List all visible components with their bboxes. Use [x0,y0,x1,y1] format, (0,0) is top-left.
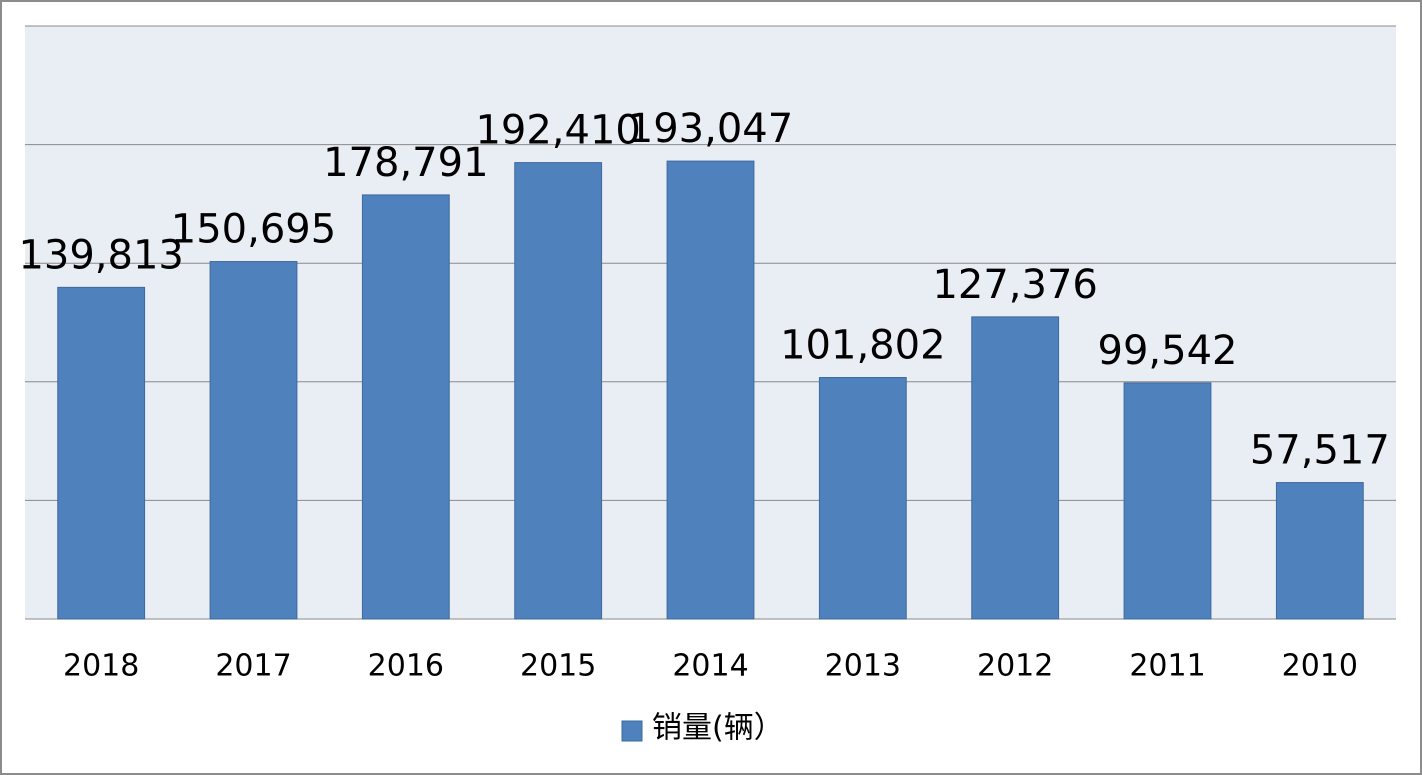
value-label: 127,376 [932,262,1097,308]
bar [361,194,450,620]
x-tick-label: 2016 [368,649,444,684]
bar [57,286,146,620]
x-tick-label: 2013 [825,649,901,684]
value-label: 192,410 [475,108,640,154]
value-label: 139,813 [18,232,183,278]
bar [1123,382,1212,620]
bar [971,316,1060,620]
bar [666,160,755,620]
x-tick-label: 2017 [215,649,291,684]
x-tick-label: 2014 [672,649,748,684]
bar [514,162,603,620]
legend-swatch [621,720,643,742]
value-label: 150,695 [171,207,336,253]
x-tick-label: 2010 [1282,649,1358,684]
bar [818,377,907,620]
legend-label: 销量(辆） [652,711,784,746]
bar [209,261,298,620]
x-tick-label: 2015 [520,649,596,684]
x-tick-label: 2011 [1129,649,1205,684]
value-label: 99,542 [1098,328,1238,374]
value-label: 193,047 [628,106,793,152]
value-label: 57,517 [1250,428,1390,474]
value-label: 101,802 [780,323,945,369]
x-tick-label: 2012 [977,649,1053,684]
bar [1275,482,1364,620]
x-tick-label: 2018 [63,649,139,684]
value-label: 178,791 [323,140,488,186]
